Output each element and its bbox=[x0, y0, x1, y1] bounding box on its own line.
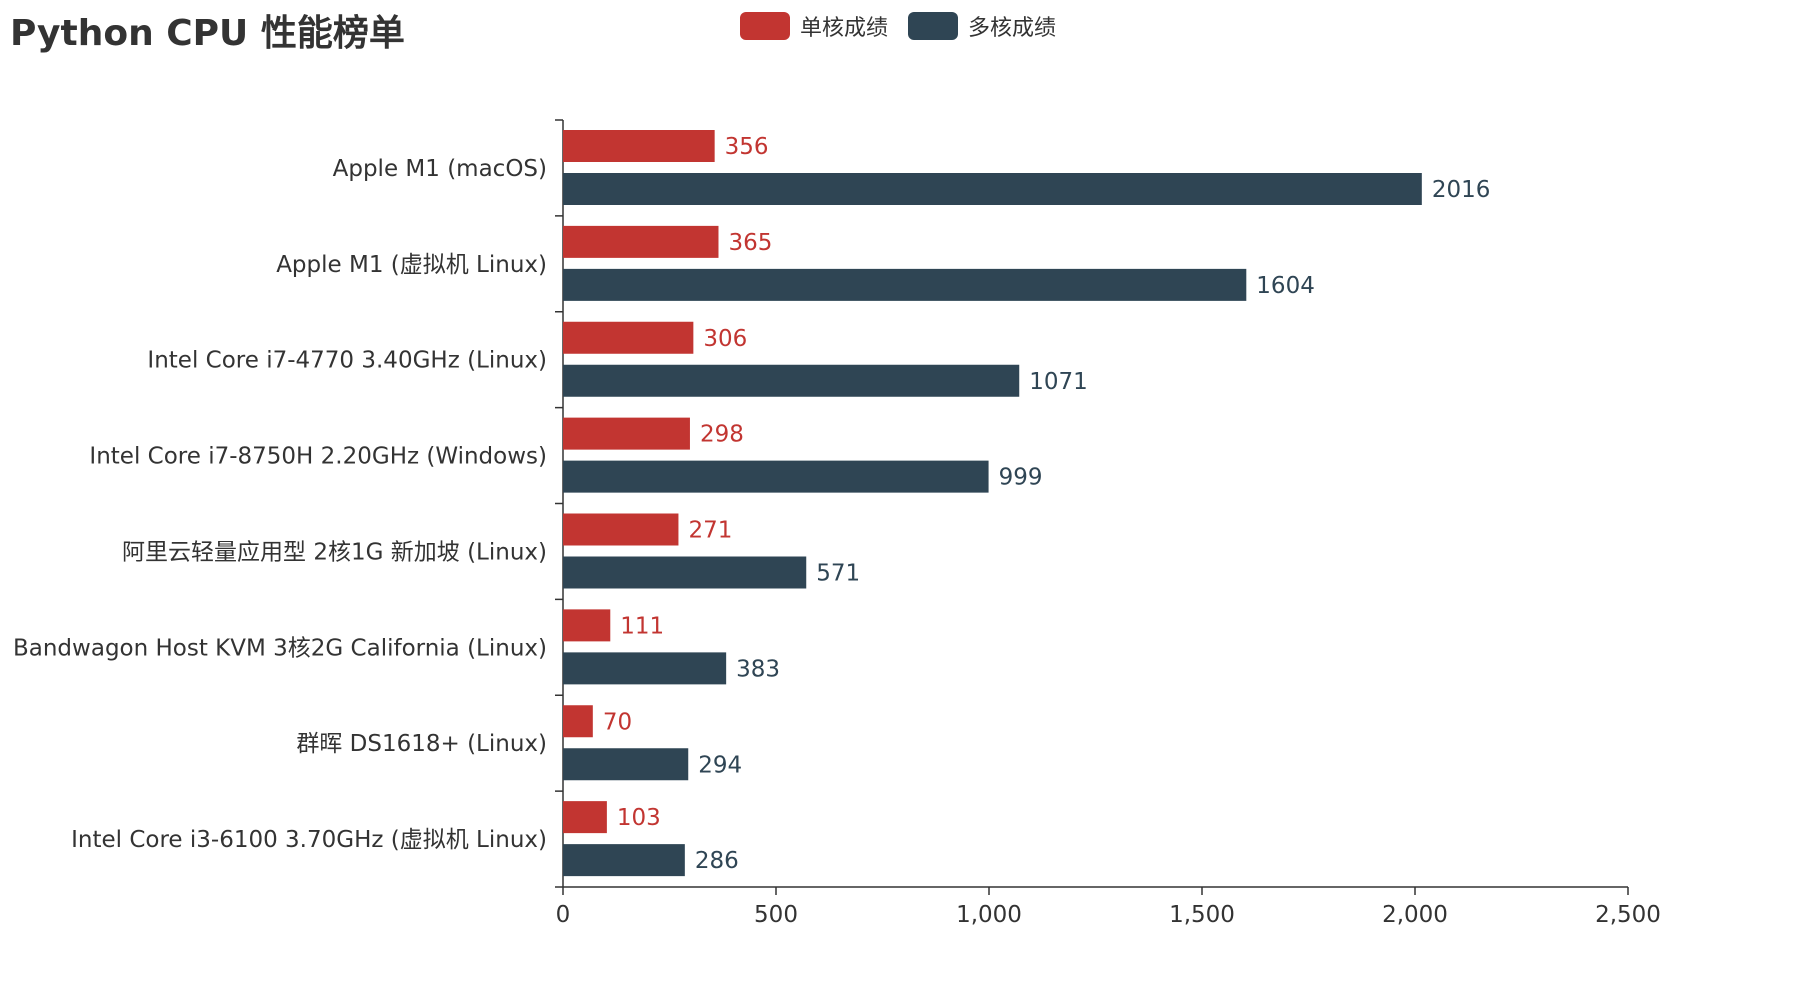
multi-core-bar bbox=[563, 556, 807, 589]
x-tick-label: 1,000 bbox=[956, 902, 1022, 928]
single-core-bar bbox=[563, 609, 611, 642]
x-tick-label: 2,000 bbox=[1382, 902, 1448, 928]
single-core-value-label: 111 bbox=[620, 613, 664, 639]
single-core-bar bbox=[563, 321, 694, 354]
legend-label-single-core: 单核成绩 bbox=[800, 16, 889, 41]
category-label: Intel Core i7-4770 3.40GHz (Linux) bbox=[147, 348, 547, 374]
single-core-value-label: 271 bbox=[688, 518, 732, 544]
legend-swatch-multi-core bbox=[908, 12, 959, 40]
x-tick-label: 1,500 bbox=[1169, 902, 1235, 928]
legend-item-single-core[interactable]: 单核成绩 bbox=[740, 10, 888, 42]
x-tick-label: 2,500 bbox=[1595, 902, 1661, 928]
single-core-value-label: 70 bbox=[603, 709, 632, 735]
category-label: Apple M1 (虚拟机 Linux) bbox=[276, 252, 547, 278]
multi-core-bar bbox=[563, 844, 685, 877]
single-core-value-label: 365 bbox=[728, 230, 772, 256]
multi-core-bar bbox=[563, 748, 689, 781]
legend-item-multi-core[interactable]: 多核成绩 bbox=[908, 10, 1056, 42]
category-label: Intel Core i7-8750H 2.20GHz (Windows) bbox=[89, 444, 547, 470]
legend-swatch-single-core bbox=[740, 12, 790, 40]
multi-core-bar bbox=[563, 173, 1422, 205]
multi-core-value-label: 2016 bbox=[1432, 177, 1491, 203]
single-core-bar bbox=[563, 130, 715, 162]
multi-core-bar bbox=[563, 460, 989, 493]
x-tick-label: 500 bbox=[754, 902, 798, 928]
category-label: 阿里云轻量应用型 2核1G 新加坡 (Linux) bbox=[122, 539, 547, 565]
multi-core-bar bbox=[563, 268, 1247, 301]
chart-title: Python CPU 性能榜单 bbox=[10, 13, 405, 54]
category-label: Bandwagon Host KVM 3核2G California (Linu… bbox=[13, 635, 547, 661]
multi-core-value-label: 383 bbox=[736, 656, 780, 682]
legend: 单核成绩 多核成绩 bbox=[740, 10, 1076, 42]
single-core-value-label: 103 bbox=[617, 805, 661, 831]
single-core-bar bbox=[563, 801, 607, 834]
multi-core-bar bbox=[563, 652, 727, 685]
multi-core-value-label: 999 bbox=[999, 465, 1043, 491]
multi-core-value-label: 1071 bbox=[1029, 369, 1088, 395]
single-core-bar bbox=[563, 225, 719, 258]
single-core-bar bbox=[563, 417, 690, 450]
category-label: Intel Core i3-6100 3.70GHz (虚拟机 Linux) bbox=[71, 827, 547, 853]
single-core-bar bbox=[563, 705, 593, 738]
single-core-value-label: 298 bbox=[700, 422, 744, 448]
multi-core-value-label: 1604 bbox=[1256, 273, 1315, 299]
x-tick-label: 0 bbox=[556, 902, 571, 928]
multi-core-value-label: 571 bbox=[816, 561, 860, 587]
multi-core-value-label: 294 bbox=[698, 752, 742, 778]
category-label: 群晖 DS1618+ (Linux) bbox=[296, 731, 547, 757]
multi-core-bar bbox=[563, 364, 1020, 397]
category-label: Apple M1 (macOS) bbox=[333, 156, 547, 182]
single-core-value-label: 356 bbox=[725, 134, 769, 160]
multi-core-value-label: 286 bbox=[695, 848, 739, 874]
single-core-bar bbox=[563, 513, 679, 546]
single-core-value-label: 306 bbox=[703, 326, 747, 352]
legend-label-multi-core: 多核成绩 bbox=[968, 16, 1057, 41]
